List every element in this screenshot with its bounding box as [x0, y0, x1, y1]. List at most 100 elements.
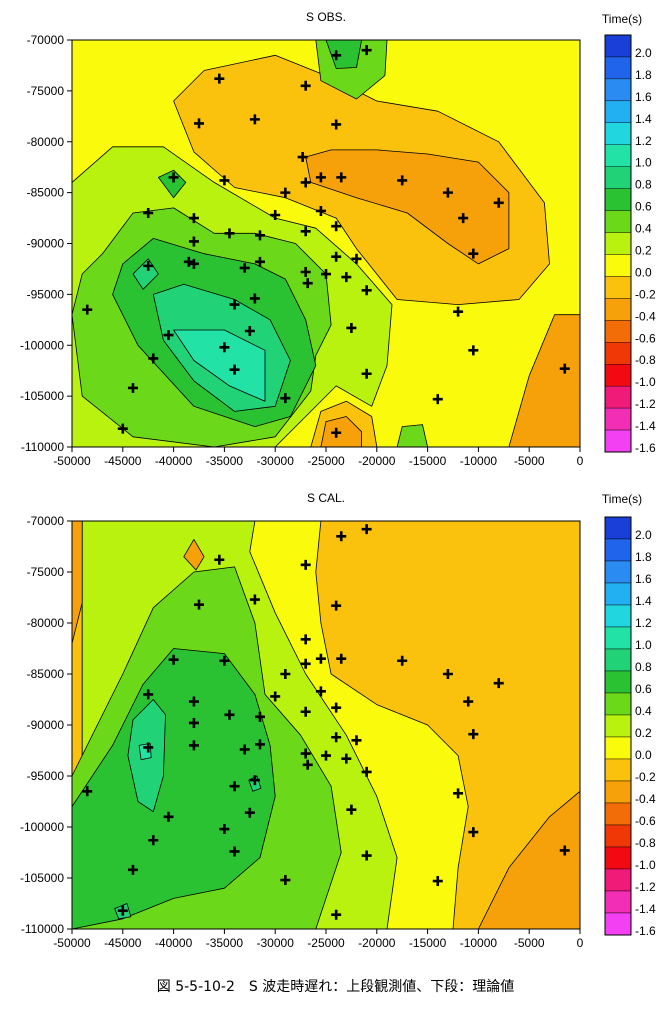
colorbar-swatch — [604, 210, 632, 233]
station-marker — [453, 306, 464, 317]
station-marker — [82, 304, 93, 315]
station-marker — [168, 172, 179, 183]
station-marker — [336, 653, 347, 664]
y-tick-label: -85000 — [27, 186, 65, 200]
x-tick-label: -40000 — [155, 454, 193, 468]
station-marker — [300, 266, 311, 277]
colorbar-label: 0.4 — [635, 222, 652, 236]
y-tick-label: -110000 — [21, 922, 64, 936]
colorbar-label: 0.6 — [635, 200, 652, 214]
station-marker — [331, 600, 342, 611]
station-marker — [361, 850, 372, 861]
station-marker — [219, 824, 230, 835]
colorbar-label: 2.0 — [635, 46, 652, 60]
station-marker — [361, 285, 372, 296]
y-tick-label: -105000 — [20, 871, 64, 885]
station-marker — [300, 226, 311, 237]
colorbar-label: 0.2 — [635, 726, 652, 740]
x-tick-label: -40000 — [155, 936, 193, 950]
station-marker — [468, 827, 479, 838]
station-marker — [458, 213, 469, 224]
station-marker — [341, 753, 352, 764]
x-tick-label: -15000 — [409, 454, 447, 468]
colorbar-swatch — [604, 144, 632, 167]
station-marker — [127, 382, 138, 393]
colorbar-label: 0.6 — [635, 682, 652, 696]
contour-region-11 — [325, 40, 363, 69]
station-marker — [127, 864, 138, 875]
colorbar-swatch — [604, 648, 632, 672]
x-tick-label: -25000 — [307, 454, 345, 468]
colorbar-label: -1.4 — [635, 419, 656, 433]
colorbar-swatch — [604, 846, 632, 870]
station-marker — [559, 845, 570, 856]
station-marker — [168, 654, 179, 665]
contour-regions — [72, 521, 580, 929]
colorbar-label: 0.8 — [635, 178, 652, 192]
station-marker — [188, 740, 199, 751]
station-marker — [300, 634, 311, 645]
station-marker — [397, 175, 408, 186]
contour-region-12 — [508, 314, 580, 447]
colorbar-swatch — [604, 670, 632, 694]
station-marker — [249, 594, 260, 605]
colorbar-title: Time(s) — [602, 12, 642, 26]
colorbar-swatch — [604, 122, 632, 145]
station-marker — [493, 197, 504, 208]
colorbar-label: -1.4 — [635, 902, 656, 916]
colorbar-swatch — [604, 560, 632, 584]
station-marker — [214, 73, 225, 84]
station-marker — [315, 653, 326, 664]
y-tick-label: -85000 — [27, 667, 65, 681]
colorbar-swatch — [604, 385, 632, 409]
station-marker — [163, 330, 174, 341]
colorbar-swatch — [604, 538, 632, 562]
colorbar-swatch — [604, 342, 632, 365]
station-marker — [244, 807, 255, 818]
colorbar-swatch — [604, 824, 632, 848]
colorbar-swatch — [604, 298, 632, 321]
station-marker — [331, 427, 342, 438]
station-marker — [249, 775, 260, 786]
station-marker — [254, 711, 265, 722]
colorbar: Time(s) 2.0 1.8 1.6 1.4 1.2 1.0 0.8 0.6 0.4 0.2 0.0… — [602, 12, 656, 455]
x-tick-label: -5000 — [514, 454, 545, 468]
y-tick-label: -95000 — [27, 287, 65, 301]
station-marker — [331, 221, 342, 232]
station-marker — [249, 114, 260, 125]
x-tick-label: -10000 — [460, 454, 498, 468]
colorbar-swatch — [604, 56, 632, 80]
x-tick-label: -35000 — [206, 454, 244, 468]
station-marker — [148, 835, 159, 846]
station-marker — [302, 278, 313, 289]
station-marker — [244, 326, 255, 337]
figure-caption: 図 5-5-10-2 S 波走時遅れ：上段観測値、下段：理論値 — [156, 979, 515, 995]
station-marker — [188, 696, 199, 707]
contour-region-9 — [157, 169, 187, 199]
station-marker — [270, 691, 281, 702]
station-marker — [315, 172, 326, 183]
station-marker — [432, 876, 443, 887]
colorbar-label: -0.6 — [635, 331, 656, 345]
contour-region-10 — [72, 521, 83, 644]
colorbar-swatch — [604, 320, 632, 343]
station-marker — [463, 696, 474, 707]
colorbar-label: -0.8 — [635, 353, 656, 367]
colorbar-label: 0.8 — [635, 660, 652, 674]
colorbar-swatch — [604, 890, 632, 914]
station-marker — [331, 909, 342, 920]
colorbar-swatch — [604, 100, 632, 123]
colorbar: Time(s) 2.0 1.8 1.6 1.4 1.2 1.0 0.8 0.6 0.4 0.2 0.0… — [602, 492, 656, 938]
station-marker — [229, 364, 240, 375]
y-tick-label: -90000 — [27, 718, 65, 732]
station-marker — [188, 258, 199, 269]
colorbar-label: 0.0 — [635, 748, 652, 762]
x-tick-label: -50000 — [53, 454, 91, 468]
colorbar-label: -1.6 — [635, 441, 656, 455]
x-tick-label: -15000 — [409, 936, 447, 950]
station-marker — [280, 875, 291, 886]
colorbar-label: -1.6 — [635, 924, 656, 938]
colorbar-swatch — [604, 166, 632, 189]
station-marker — [361, 524, 372, 535]
